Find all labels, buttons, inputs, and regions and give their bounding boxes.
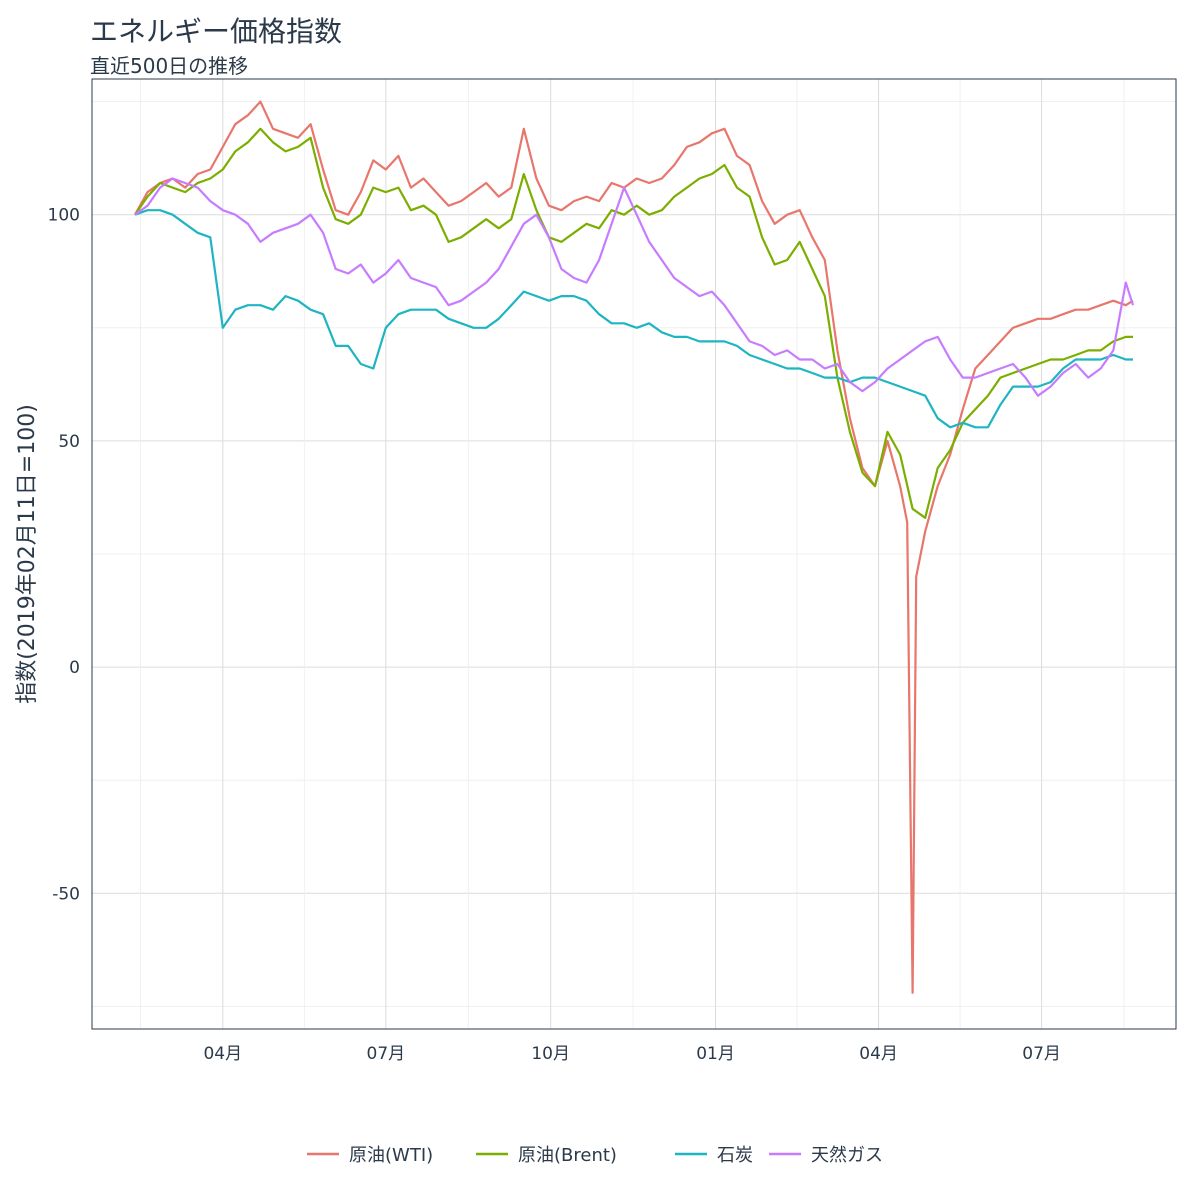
- plot-panel-border: [91, 78, 1177, 1030]
- legend-label-2: 原油(Brent): [518, 1145, 617, 1166]
- grid-layer: [92, 79, 1176, 1029]
- x-tick-label: 07月: [367, 1044, 406, 1064]
- x-axis: 04月 07月 10月 01月 04月 07月: [203, 1044, 1060, 1064]
- chart-subtitle: 直近500日の推移: [90, 54, 249, 78]
- y-tick-label: 0: [69, 658, 80, 678]
- x-tick-label: 10月: [531, 1044, 570, 1064]
- y-axis-title: 指数(2019年02月11日=100): [15, 404, 40, 704]
- legend-label-4: 天然ガス: [811, 1145, 883, 1166]
- chart-title: エネルギー価格指数: [90, 15, 343, 48]
- y-tick-label: -50: [52, 884, 80, 904]
- legend-label-3: 石炭: [717, 1145, 753, 1166]
- x-tick-label: 07月: [1022, 1044, 1061, 1064]
- legend: 原油(WTI) 原油(Brent) 石炭 天然ガス: [307, 1145, 883, 1166]
- series-line-2: [134, 127, 1133, 519]
- x-tick-label: 04月: [859, 1044, 898, 1064]
- y-tick-label: 50: [58, 432, 80, 452]
- x-tick-label: 04月: [203, 1044, 242, 1064]
- legend-label-1: 原油(WTI): [349, 1145, 433, 1166]
- x-tick-label: 01月: [696, 1044, 735, 1064]
- y-axis: -50 0 50 100: [48, 206, 80, 905]
- series-line-3: [134, 209, 1133, 429]
- series-line-1: [134, 100, 1134, 994]
- y-tick-label: 100: [48, 206, 80, 226]
- series-line-4: [134, 177, 1135, 397]
- series-layer: [134, 100, 1135, 994]
